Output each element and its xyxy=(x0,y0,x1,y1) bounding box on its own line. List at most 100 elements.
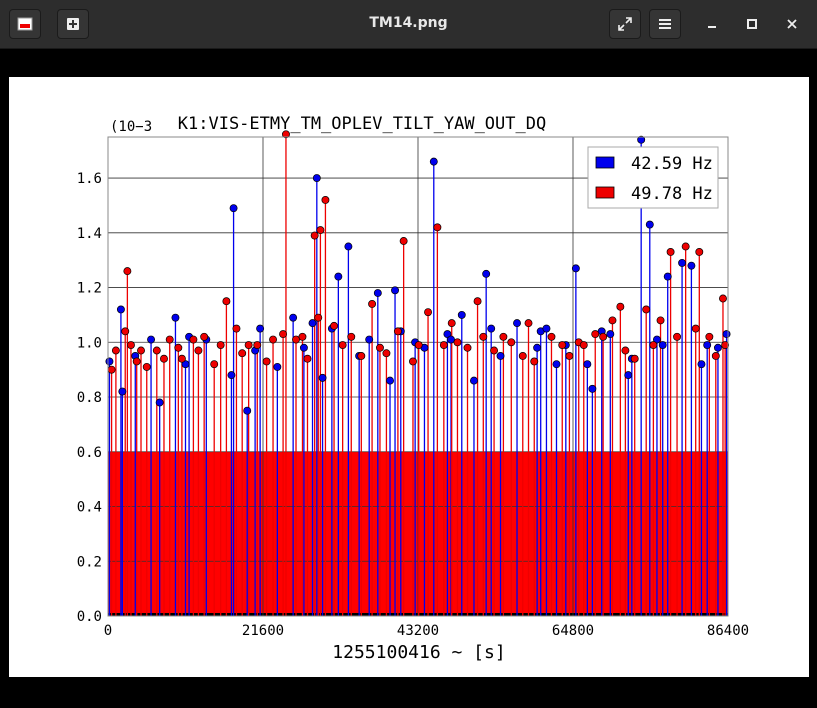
series-1-point xyxy=(386,376,394,385)
series-1-point xyxy=(118,387,127,396)
image-app-icon[interactable] xyxy=(9,9,41,39)
series-2-point xyxy=(507,338,516,347)
legend-swatch-2 xyxy=(595,186,615,199)
series-1-point xyxy=(243,406,252,415)
series-1-point xyxy=(229,204,238,213)
series-2-point xyxy=(210,360,219,369)
series-2-point xyxy=(579,341,588,349)
series-2-point xyxy=(656,316,665,325)
series-1-point xyxy=(344,242,353,251)
y-multiplier-label: (10−3 xyxy=(110,119,152,135)
series-2-point xyxy=(473,297,482,306)
series-2-point xyxy=(310,231,319,240)
series-2-point xyxy=(642,305,651,314)
series-1-point xyxy=(116,305,125,314)
series-2-point xyxy=(608,316,617,325)
series-1-point xyxy=(542,324,551,333)
series-1-point xyxy=(457,310,466,319)
series-2-point xyxy=(160,354,168,363)
series-2-point xyxy=(565,352,574,360)
series-2-point xyxy=(194,346,203,355)
series-1-point xyxy=(703,341,712,349)
minimize-icon[interactable] xyxy=(702,14,722,34)
series-1-point xyxy=(373,289,382,297)
series-2-point xyxy=(357,352,366,360)
series-2-point xyxy=(347,332,356,341)
series-1-point xyxy=(447,335,455,344)
y-tick-label: 0.4 xyxy=(77,500,102,516)
series-1-point xyxy=(273,362,282,371)
legend-label-1: 42.59 Hz xyxy=(631,154,713,174)
series-1-point xyxy=(482,269,491,278)
menu-icon[interactable] xyxy=(649,9,681,39)
series-2-point xyxy=(649,341,658,349)
series-2-point xyxy=(721,341,730,349)
series-2-point xyxy=(189,335,198,344)
series-2-point xyxy=(177,354,186,363)
series-1-point xyxy=(308,319,317,328)
series-1-point xyxy=(513,319,521,328)
series-2-point xyxy=(499,332,508,341)
series-2-point xyxy=(123,267,132,276)
series-2-point xyxy=(547,332,556,341)
series-2-point xyxy=(232,324,241,333)
legend-label-2: 49.78 Hz xyxy=(631,184,713,204)
series-2-point xyxy=(616,302,625,311)
x-tick-label: 86400 xyxy=(707,623,749,639)
series-1-point xyxy=(318,373,327,382)
window-title: TM14.png xyxy=(369,15,448,31)
series-2-point xyxy=(424,308,432,317)
series-1-point xyxy=(334,272,343,281)
series-1-point xyxy=(637,135,646,144)
series-1-point xyxy=(289,313,298,322)
x-tick-label: 0 xyxy=(104,623,112,639)
series-1-point xyxy=(105,357,114,366)
series-2-point xyxy=(216,341,225,349)
close-icon[interactable] xyxy=(782,14,802,34)
new-tab-icon[interactable] xyxy=(57,9,89,39)
series-1-point xyxy=(171,313,180,322)
series-2-point xyxy=(269,335,277,344)
chart-svg: 0 21600 43200 64800 86400 0.0 0.2 0.4 0.6 0.8 1.0 1… xyxy=(77,114,749,663)
series-1-point xyxy=(470,376,478,385)
window-titlebar: TM14.png xyxy=(0,0,817,49)
series-2-point xyxy=(244,341,253,349)
series-2-point xyxy=(127,341,135,349)
series-2-point xyxy=(298,332,307,341)
series-2-point xyxy=(314,313,323,322)
series-2-point xyxy=(382,349,391,358)
series-2-point xyxy=(253,341,262,349)
series-1-point xyxy=(443,330,452,339)
series-2-point xyxy=(137,346,145,355)
series-2-point xyxy=(414,341,423,349)
series-2-point xyxy=(165,335,174,344)
series-2-point xyxy=(316,226,325,235)
series-1-point xyxy=(391,286,399,295)
series-1-point xyxy=(533,343,542,352)
series-1-point xyxy=(147,335,156,344)
x-tick-label: 64800 xyxy=(552,623,594,639)
series-2-point xyxy=(439,341,448,349)
series-2-point xyxy=(621,346,630,355)
series-1-point xyxy=(588,384,597,393)
series-2-point xyxy=(447,319,456,328)
series-2-point xyxy=(376,343,384,352)
series-2-point xyxy=(599,332,608,341)
series-1-point xyxy=(624,371,633,380)
series-1-point xyxy=(299,343,308,352)
series-1-point xyxy=(583,360,592,369)
fullscreen-icon[interactable] xyxy=(609,9,641,39)
series-2-point xyxy=(673,332,682,341)
y-tick-label: 0.2 xyxy=(77,554,102,570)
series-2-point xyxy=(142,362,151,371)
series-2-point xyxy=(174,343,183,352)
series-1-point xyxy=(687,261,696,270)
chart-title: K1:VIS-ETMY_TM_OPLEV_TILT_YAW_OUT_DQ xyxy=(178,114,546,134)
series-1-point xyxy=(653,335,661,344)
series-1-point xyxy=(678,258,687,267)
series-2-point xyxy=(282,130,290,139)
x-tick-label: 43200 xyxy=(397,623,439,639)
series-2-point xyxy=(121,327,130,336)
series-2-point xyxy=(518,352,527,360)
maximize-icon[interactable] xyxy=(742,14,762,34)
